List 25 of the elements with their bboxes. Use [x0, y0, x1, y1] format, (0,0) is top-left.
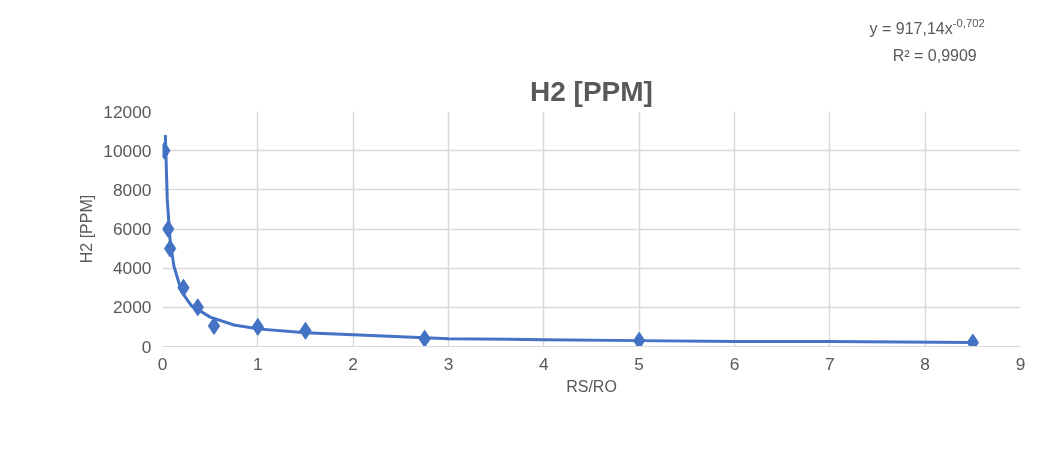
y-tick-label: 12000 [103, 101, 152, 122]
x-tick-label: 7 [825, 353, 835, 374]
chart-title: H2 [PPM] [530, 75, 653, 107]
x-tick-label: 6 [729, 353, 740, 374]
text: R² = 0,9909 [892, 47, 977, 64]
point [162, 220, 175, 238]
x-tick-label: 9 [1015, 353, 1026, 374]
x-tick-label: 2 [348, 353, 358, 374]
y-tick-label: 4000 [112, 258, 152, 279]
point [163, 239, 177, 258]
y-tick-label: 2000 [112, 297, 152, 318]
y-tick-label: 8000 [112, 179, 152, 200]
y-tick-label: 6000 [112, 219, 152, 239]
point [633, 331, 646, 347]
x-tick-label: 1 [253, 353, 263, 374]
x-tick-label: 4 [539, 353, 550, 374]
point [418, 329, 431, 347]
x-tick-label: 3 [443, 353, 454, 374]
y-tick-label: 10000 [103, 140, 152, 161]
x-tick-label: 8 [920, 353, 930, 374]
y-tick-label: 0 [141, 336, 152, 357]
x-axis-title: RS/RO [566, 377, 617, 395]
x-tick-label: 0 [157, 353, 168, 374]
y-axis-title: H2 [PPM] [78, 194, 96, 264]
x-tick-label: 5 [634, 353, 644, 374]
